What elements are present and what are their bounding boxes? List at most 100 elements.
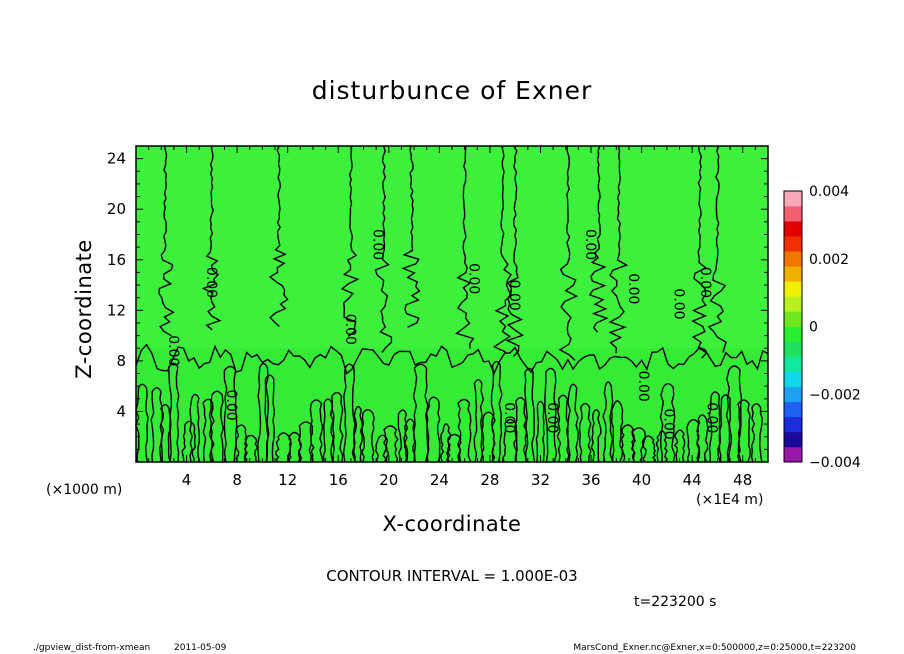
contour-line [374, 145, 393, 354]
y-tick-label: 16 [107, 251, 126, 269]
colorbar-tick-label: 0.004 [809, 184, 849, 200]
footer-date: 2011-05-09 [174, 643, 227, 653]
contour-label: 0.00 [370, 229, 386, 260]
footer-source: MarsCond_Exner.nc@Exner,x=0:500000,z=0:2… [573, 643, 856, 653]
contour-cell [160, 403, 172, 463]
x-tick-label: 32 [531, 471, 550, 489]
colorbar-segment [784, 326, 802, 342]
contour-label: 0.00 [203, 267, 219, 298]
contour-cell [602, 381, 614, 463]
y-axis-label: Z-coordinate [72, 239, 96, 379]
contour-line [608, 145, 629, 354]
colorbar-tick-label: −0.002 [809, 387, 861, 403]
colorbar-segment [784, 311, 802, 327]
contour-cell [473, 379, 485, 463]
contour-label: 0.00 [223, 390, 239, 421]
time-label: t=223200 s [634, 594, 717, 610]
contour-labels: 0.00 0.00 0.00 0.00 0.00 0.00 0.00 0.00 0.00 0.00… [165, 229, 719, 440]
contour-cell [150, 387, 163, 463]
contour-cell [673, 429, 686, 463]
contour-cell [610, 400, 624, 463]
y-tick-label: 20 [107, 200, 126, 218]
contour-label: 0.00 [466, 263, 482, 294]
colorbar-segment [784, 446, 802, 463]
x-tick-label: 40 [632, 471, 651, 489]
contour-line [201, 145, 222, 331]
contour-line [691, 145, 708, 359]
contour-cell [181, 420, 196, 463]
contour-cell [322, 398, 335, 463]
contour-line [158, 145, 175, 337]
x-tick-label: 44 [683, 471, 702, 489]
colorbar-segment [784, 296, 802, 312]
contour-label: 0.00 [660, 409, 676, 440]
contour-cell [737, 399, 751, 463]
contour-cell [725, 365, 743, 463]
contour-cell [397, 409, 409, 463]
colorbar-tick-label: 0 [809, 320, 818, 336]
colorbar-segment [784, 371, 802, 388]
contour-cell [535, 400, 545, 463]
x-tick-label: 16 [329, 471, 348, 489]
contour-label: 0.00 [165, 335, 181, 366]
contour-cell [243, 434, 259, 463]
contour-label: 0.00 [544, 402, 560, 433]
contour-cell [361, 409, 375, 463]
x-scale-label: (×1E4 m) [696, 492, 764, 508]
colorbar-segment [784, 356, 802, 372]
contour-label: 0.00 [635, 371, 651, 402]
contour-cell [556, 394, 570, 463]
contour-cell [696, 414, 709, 463]
colorbar-segment [784, 386, 802, 403]
colorbar-segment [784, 236, 802, 252]
footer-script: ./gpview_dist-from-xmean [33, 643, 151, 653]
y-tick-label: 12 [107, 301, 126, 319]
contour-line [455, 145, 475, 349]
colorbar-segment [784, 431, 802, 448]
contour-cell [382, 425, 399, 463]
contour-cell [352, 405, 364, 463]
contour-cell [457, 398, 472, 463]
colorbar-segment [784, 191, 802, 207]
contour-cell [208, 390, 225, 463]
colorbar-tick-label: 0.002 [809, 252, 849, 268]
contour-label: 0.00 [506, 280, 522, 311]
contour-cell [167, 362, 180, 463]
colorbar-segment [784, 401, 802, 418]
contour-cell [578, 402, 592, 463]
contour-label: 0.00 [703, 402, 719, 433]
x-tick-label: 28 [480, 471, 499, 489]
x-unit-label: (×1000 m) [46, 482, 123, 498]
contour-line [505, 145, 525, 357]
contour-boundary [135, 343, 769, 376]
contour-cell [235, 424, 248, 463]
contour-cell [264, 374, 276, 463]
x-tick-label: 12 [278, 471, 297, 489]
x-tick-label: 48 [733, 471, 752, 489]
contour-label: 0.00 [697, 267, 713, 298]
contour-cell [639, 435, 656, 463]
contour-cell [620, 424, 636, 463]
contour-cell [374, 434, 390, 463]
contour-cell [425, 396, 441, 463]
contour-cell [524, 367, 536, 463]
contour-cell [544, 367, 558, 463]
colorbar-segment [784, 221, 802, 237]
contour-line [707, 145, 727, 353]
contour-cell [708, 391, 722, 463]
colorbar-tick-label: −0.004 [809, 455, 861, 471]
contour-line [558, 145, 579, 361]
contour-cell [202, 398, 215, 463]
contour-cell [750, 403, 763, 463]
contour-label: 0.00 [671, 288, 687, 319]
x-tick-label: 20 [379, 471, 398, 489]
colorbar-segment [784, 206, 802, 222]
contour-cell [257, 362, 270, 463]
colorbar-segment [784, 281, 802, 297]
colorbar-segment [784, 341, 802, 357]
contour-lines [135, 145, 769, 463]
chart-title: disturbunce of Exner [311, 76, 593, 105]
contour-line [588, 145, 609, 333]
colorbar-segment [784, 251, 802, 267]
contour-cell [566, 383, 579, 463]
